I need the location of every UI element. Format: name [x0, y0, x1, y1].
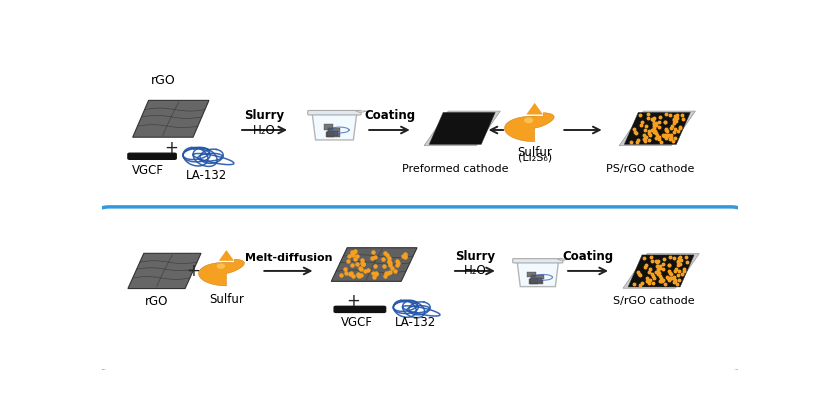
Polygon shape — [355, 111, 368, 113]
FancyBboxPatch shape — [94, 207, 745, 372]
Text: Preformed cathode: Preformed cathode — [401, 163, 508, 173]
Text: rGO: rGO — [151, 74, 175, 87]
Text: S/rGO cathode: S/rGO cathode — [613, 296, 694, 306]
Text: Melt-diffusion: Melt-diffusion — [245, 253, 332, 263]
Bar — [326, 133, 339, 137]
Polygon shape — [198, 259, 244, 286]
FancyBboxPatch shape — [94, 47, 745, 218]
Text: VGCF: VGCF — [132, 163, 164, 177]
Bar — [531, 275, 543, 279]
Polygon shape — [423, 111, 500, 146]
Text: (Li₂S₆): (Li₂S₆) — [517, 152, 551, 162]
Bar — [527, 272, 536, 277]
Text: Coating: Coating — [562, 250, 613, 263]
Text: +: + — [186, 262, 200, 280]
Polygon shape — [526, 103, 542, 114]
Bar — [529, 279, 537, 284]
Text: +: + — [346, 292, 360, 310]
Bar — [529, 280, 542, 284]
Text: Slurry: Slurry — [455, 250, 495, 263]
Text: +: + — [164, 139, 178, 156]
Polygon shape — [219, 250, 233, 261]
Bar — [530, 278, 541, 283]
Polygon shape — [623, 112, 690, 144]
Polygon shape — [517, 262, 558, 287]
Text: H₂O: H₂O — [253, 124, 275, 136]
Text: Sulfur: Sulfur — [209, 293, 243, 306]
Polygon shape — [331, 248, 417, 281]
Ellipse shape — [216, 263, 225, 269]
Polygon shape — [133, 100, 209, 137]
Text: VGCF: VGCF — [340, 317, 373, 329]
Text: Slurry: Slurry — [244, 109, 284, 122]
Bar — [324, 124, 333, 129]
Text: LA-132: LA-132 — [394, 317, 435, 329]
FancyBboxPatch shape — [307, 111, 360, 115]
Polygon shape — [627, 255, 694, 287]
Polygon shape — [622, 254, 699, 288]
Text: Sulfur: Sulfur — [517, 146, 551, 159]
Polygon shape — [618, 111, 695, 146]
Polygon shape — [428, 112, 495, 144]
Bar — [328, 128, 340, 132]
Bar — [325, 132, 333, 137]
Bar — [326, 131, 338, 136]
Text: Coating: Coating — [364, 109, 414, 122]
Polygon shape — [128, 253, 201, 289]
FancyBboxPatch shape — [333, 306, 385, 312]
FancyBboxPatch shape — [128, 153, 176, 159]
Polygon shape — [504, 113, 554, 141]
Text: H₂O: H₂O — [463, 265, 486, 277]
Ellipse shape — [523, 117, 532, 123]
Text: PS/rGO cathode: PS/rGO cathode — [605, 163, 694, 173]
Text: rGO: rGO — [145, 295, 168, 308]
Text: LA-132: LA-132 — [185, 169, 226, 182]
Polygon shape — [557, 259, 569, 261]
Polygon shape — [312, 114, 356, 140]
FancyBboxPatch shape — [512, 259, 562, 263]
